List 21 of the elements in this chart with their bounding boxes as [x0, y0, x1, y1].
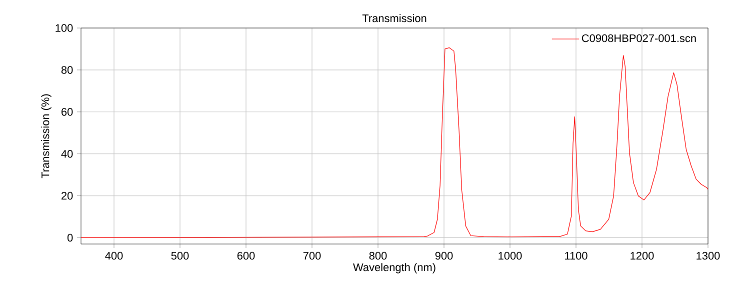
y-tick-label: 40 — [61, 150, 73, 158]
x-tick-label: 1100 — [565, 252, 588, 260]
x-tick-label: 400 — [105, 252, 123, 260]
y-tick-label: 100 — [56, 24, 73, 32]
x-tick-label: 1300 — [696, 252, 720, 260]
y-tick-label: 80 — [61, 66, 73, 74]
x-tick-label: 600 — [237, 252, 255, 260]
x-tick-label: 900 — [435, 252, 453, 260]
y-tick-label: 0 — [67, 234, 73, 242]
legend-label: C0908HBP027-001.scn — [582, 34, 696, 42]
x-tick-label: 500 — [171, 252, 189, 260]
y-tick-label: 20 — [62, 192, 73, 200]
y-axis-title: Transmission (%) — [41, 94, 52, 178]
x-tick-label: 1000 — [498, 252, 522, 260]
x-axis-title: Wavelength (nm) — [353, 263, 436, 274]
line-series — [81, 47, 708, 238]
x-tick-label: 1200 — [630, 252, 654, 260]
y-tick-label: 60 — [62, 108, 73, 116]
x-tick-label: 800 — [369, 252, 387, 260]
chart-title: Transmission — [362, 14, 426, 22]
x-tick-label: 700 — [303, 252, 321, 260]
